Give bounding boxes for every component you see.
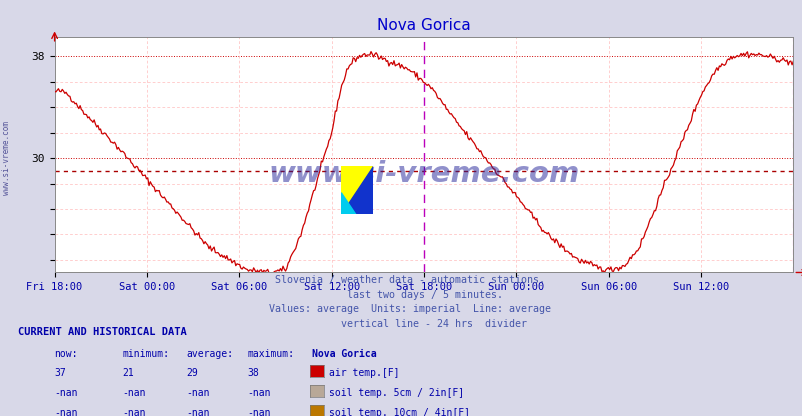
Polygon shape	[341, 193, 355, 214]
Text: -nan: -nan	[247, 389, 270, 399]
Polygon shape	[341, 166, 373, 214]
Text: now:: now:	[55, 349, 78, 359]
Polygon shape	[341, 166, 373, 214]
Text: air temp.[F]: air temp.[F]	[329, 369, 399, 379]
Text: -nan: -nan	[122, 409, 145, 416]
Text: -nan: -nan	[55, 389, 78, 399]
Text: Nova Gorica: Nova Gorica	[311, 349, 375, 359]
Text: 29: 29	[186, 369, 198, 379]
Text: 37: 37	[55, 369, 67, 379]
Text: minimum:: minimum:	[122, 349, 169, 359]
Text: -nan: -nan	[186, 409, 209, 416]
Text: -nan: -nan	[247, 409, 270, 416]
Text: maximum:: maximum:	[247, 349, 294, 359]
Text: Slovenia / weather data - automatic stations.
        last two days / 5 minutes.: Slovenia / weather data - automatic stat…	[251, 275, 551, 329]
Text: average:: average:	[186, 349, 233, 359]
Text: -nan: -nan	[186, 389, 209, 399]
Text: www.si-vreme.com: www.si-vreme.com	[268, 160, 579, 188]
Text: -nan: -nan	[122, 389, 145, 399]
Text: soil temp. 10cm / 4in[F]: soil temp. 10cm / 4in[F]	[329, 409, 470, 416]
Text: soil temp. 5cm / 2in[F]: soil temp. 5cm / 2in[F]	[329, 389, 464, 399]
Title: Nova Gorica: Nova Gorica	[377, 18, 470, 34]
Text: -nan: -nan	[55, 409, 78, 416]
Text: 38: 38	[247, 369, 259, 379]
Text: 21: 21	[122, 369, 134, 379]
Text: CURRENT AND HISTORICAL DATA: CURRENT AND HISTORICAL DATA	[18, 327, 186, 337]
Text: www.si-vreme.com: www.si-vreme.com	[2, 121, 11, 195]
